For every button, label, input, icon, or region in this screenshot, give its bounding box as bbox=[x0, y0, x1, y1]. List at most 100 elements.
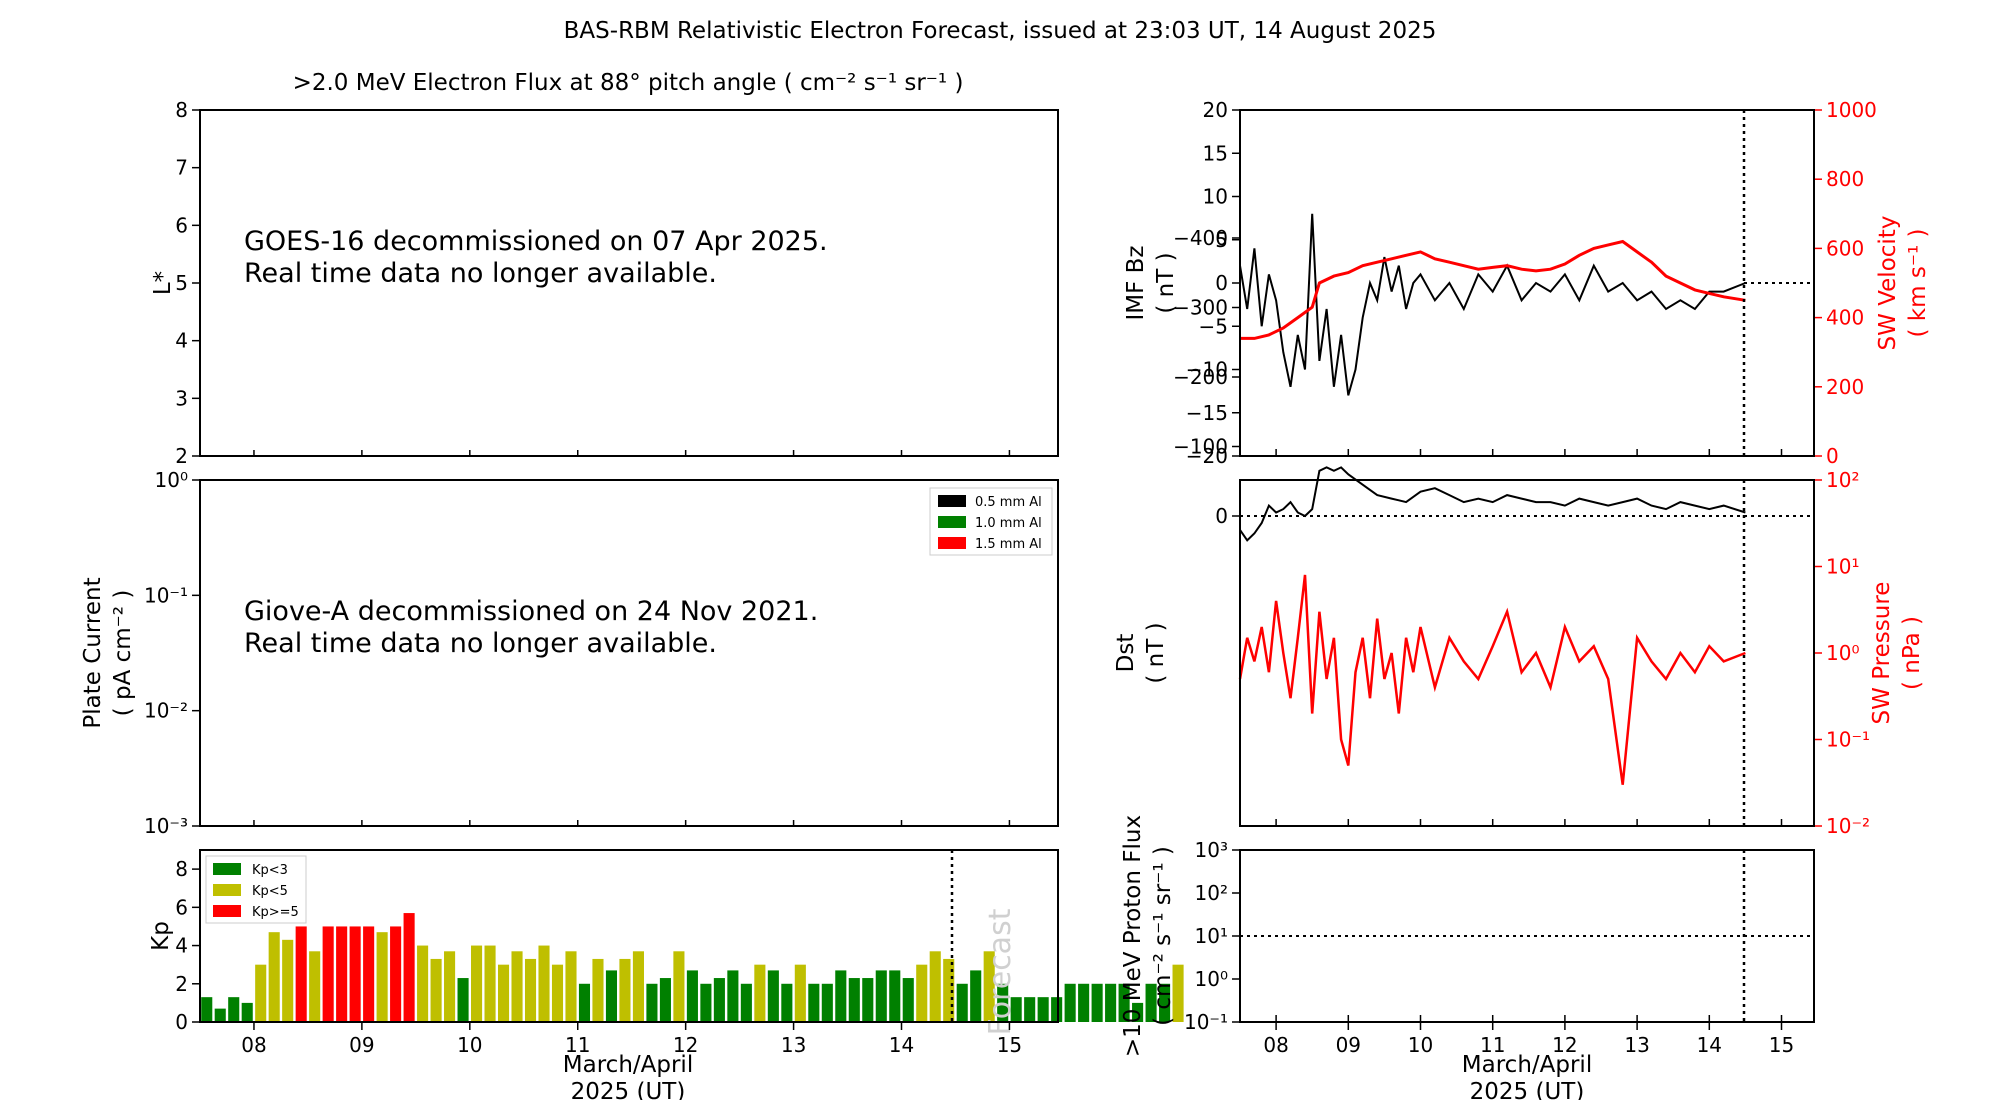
kp-bar bbox=[363, 926, 375, 1022]
kp-bar bbox=[1105, 983, 1117, 1022]
kp-bar bbox=[1037, 997, 1049, 1022]
imf-y-tick-label-2: −10 bbox=[1186, 358, 1228, 382]
kp-bar bbox=[497, 964, 510, 1022]
kp-bar bbox=[417, 945, 429, 1022]
proton-x-tick-label-1: 09 bbox=[1336, 1033, 1361, 1057]
sw-pressure-y-axis: 10⁻² 10⁻¹ 10⁰ 10¹ 10² bbox=[1814, 468, 1870, 838]
plate-legend-label-1: 1.0 mm Al bbox=[975, 516, 1042, 531]
flux-y-tick-label-5: 7 bbox=[175, 156, 188, 180]
sw-pressure-y-unit: ( nPa ) bbox=[1899, 616, 1925, 690]
flux-panel-title: >2.0 MeV Electron Flux at 88° pitch angl… bbox=[293, 70, 964, 96]
kp-bar bbox=[659, 978, 671, 1022]
imf-y-unit: ( nT ) bbox=[1153, 252, 1179, 313]
proton-y-tick-label-3: 10² bbox=[1195, 881, 1228, 905]
kp-bar bbox=[646, 983, 658, 1022]
imf-y-tick-label-3: −5 bbox=[1199, 314, 1228, 338]
kp-bar bbox=[605, 970, 618, 1022]
flux-plot-frame bbox=[199, 109, 1059, 457]
kp-bar bbox=[997, 983, 1009, 1022]
sw-velocity-y-tick-label-1: 200 bbox=[1826, 375, 1864, 399]
plate-legend-label-0: 0.5 mm Al bbox=[975, 495, 1042, 510]
kp-x-tick-label-6: 14 bbox=[889, 1033, 914, 1057]
imf-bz-series bbox=[1239, 213, 1746, 396]
kp-bar bbox=[943, 958, 955, 1022]
proton-y-tick-label-2: 10¹ bbox=[1195, 924, 1228, 948]
sw-pressure-series bbox=[1238, 574, 1746, 785]
kp-bar bbox=[376, 932, 388, 1022]
kp-bar bbox=[1145, 983, 1157, 1022]
figure-title: BAS-RBM Relativistic Electron Forecast, … bbox=[564, 18, 1437, 44]
sw-pressure-y-tick-label-1: 10⁻¹ bbox=[1826, 728, 1870, 752]
plate-legend-label-2: 1.5 mm Al bbox=[975, 537, 1042, 552]
kp-bar bbox=[565, 951, 577, 1022]
dst-plot-frame bbox=[1239, 479, 1815, 827]
kp-y-label: Kp bbox=[148, 921, 174, 951]
kp-bar bbox=[970, 970, 982, 1022]
kp-bar bbox=[875, 970, 887, 1022]
kp-bar bbox=[916, 964, 928, 1022]
flux-y-tick-label-6: 8 bbox=[175, 98, 188, 122]
kp-plot-frame bbox=[199, 849, 1059, 1023]
sw-pressure-y-tick-label-0: 10⁻² bbox=[1826, 814, 1870, 838]
imf-y-axis: −20 −15 −10 −5 0 5 10 15 20 bbox=[1186, 98, 1240, 468]
sw-velocity-y-label: SW Velocity bbox=[1875, 216, 1901, 351]
kp-bar bbox=[390, 926, 402, 1022]
kp-legend-label-0: Kp<3 bbox=[252, 863, 288, 878]
flux-message-line2: Real time data no longer available. bbox=[244, 258, 717, 289]
kp-bar bbox=[632, 951, 644, 1022]
kp-bar bbox=[673, 951, 685, 1022]
imf-y-tick-label-8: 20 bbox=[1203, 98, 1228, 122]
kp-x-tick-label-3: 11 bbox=[565, 1033, 590, 1057]
kp-bar bbox=[1064, 983, 1076, 1022]
kp-x-tick-label-2: 10 bbox=[457, 1033, 482, 1057]
kp-bar bbox=[956, 983, 968, 1022]
kp-bar bbox=[578, 983, 591, 1022]
proton-x-tick-label-2: 10 bbox=[1408, 1033, 1433, 1057]
sw-velocity-y-tick-label-5: 1000 bbox=[1826, 98, 1877, 122]
kp-bar bbox=[241, 1002, 253, 1022]
kp-bar bbox=[1118, 983, 1130, 1022]
kp-bar bbox=[255, 964, 267, 1022]
sw-pressure-y-tick-label-3: 10¹ bbox=[1826, 555, 1859, 579]
plate-legend-swatch-2 bbox=[938, 537, 966, 549]
kp-bar bbox=[1010, 997, 1022, 1022]
plate-y-axis: 10⁻³ 10⁻² 10⁻¹ 10⁰ bbox=[144, 468, 200, 838]
kp-bar bbox=[713, 978, 725, 1022]
kp-bars bbox=[201, 913, 1184, 1022]
kp-bar bbox=[1132, 1002, 1144, 1022]
proton-y-tick-label-0: 10⁻¹ bbox=[1184, 1010, 1228, 1034]
kp-bar bbox=[1051, 997, 1063, 1022]
kp-y-tick-label-2: 4 bbox=[175, 934, 188, 958]
proton-y-tick-label-1: 10⁰ bbox=[1195, 967, 1228, 991]
proton-x-label-line1: March/April bbox=[1462, 1052, 1592, 1078]
proton-x-tick-label-6: 14 bbox=[1697, 1033, 1722, 1057]
flux-y-tick-label-2: 4 bbox=[175, 329, 188, 353]
proton-plot-frame bbox=[1239, 849, 1815, 1023]
kp-bar bbox=[1024, 997, 1036, 1022]
dst-y-axis: −400−300−200−1000 bbox=[1173, 226, 1240, 528]
kp-bar bbox=[686, 970, 698, 1022]
kp-bar bbox=[754, 964, 766, 1022]
proton-y-tick-label-4: 10³ bbox=[1195, 838, 1228, 862]
kp-legend-swatch-0 bbox=[213, 863, 241, 875]
kp-bar bbox=[1091, 983, 1103, 1022]
plate-legend-swatch-1 bbox=[938, 516, 966, 528]
imf-y-tick-label-4: 0 bbox=[1215, 271, 1228, 295]
kp-bar bbox=[551, 964, 564, 1022]
plate-legend: 0.5 mm Al 1.0 mm Al 1.5 mm Al bbox=[929, 487, 1053, 556]
kp-bar bbox=[228, 997, 240, 1022]
sw-velocity-y-tick-label-2: 400 bbox=[1826, 306, 1864, 330]
kp-legend-swatch-1 bbox=[213, 884, 241, 896]
flux-y-tick-label-1: 3 bbox=[175, 386, 188, 410]
kp-bar bbox=[484, 945, 496, 1022]
kp-y-tick-label-3: 6 bbox=[175, 895, 188, 919]
imf-y-tick-label-0: −20 bbox=[1186, 444, 1228, 468]
plate-y-unit: ( pA cm⁻² ) bbox=[110, 590, 136, 717]
kp-bar bbox=[336, 926, 348, 1022]
flux-y-tick-label-3: 5 bbox=[175, 271, 188, 295]
kp-legend: Kp<3 Kp<5 Kp>=5 bbox=[205, 855, 307, 924]
kp-bar bbox=[862, 978, 874, 1022]
dst-x-axis bbox=[1275, 819, 1783, 826]
